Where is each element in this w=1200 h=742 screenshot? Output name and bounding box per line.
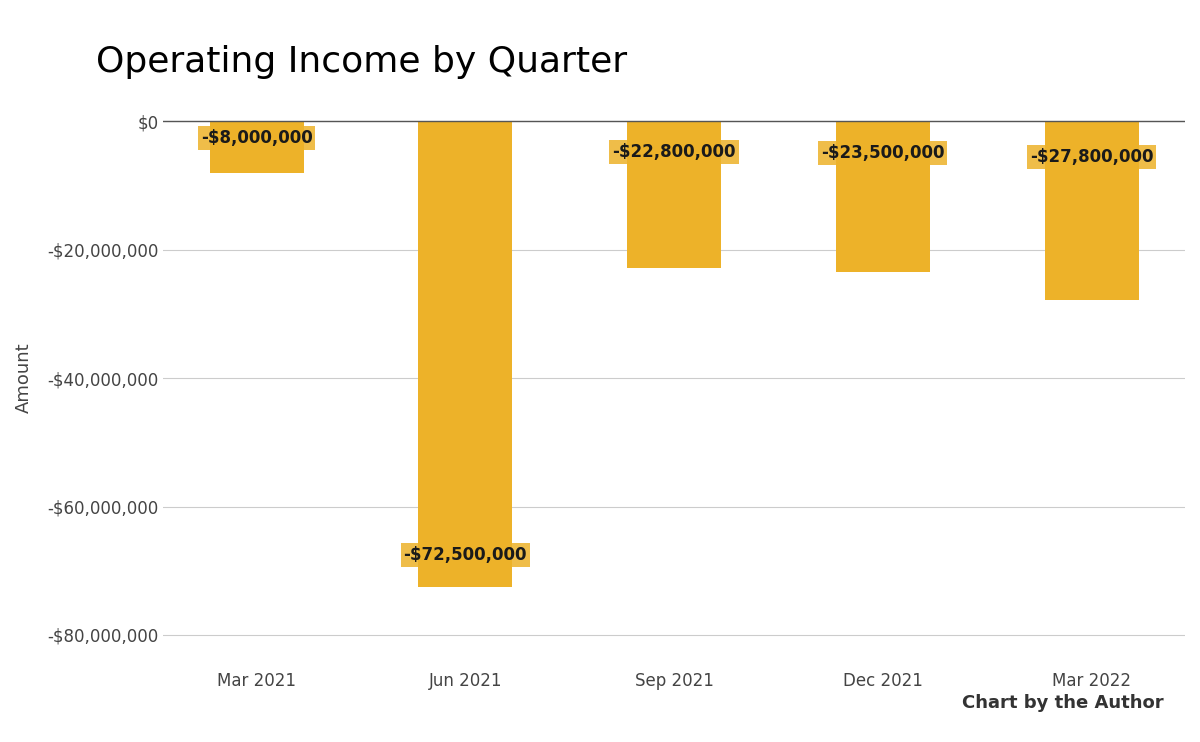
Bar xyxy=(1045,121,1139,300)
Text: -$8,000,000: -$8,000,000 xyxy=(200,129,312,147)
Text: Chart by the Author: Chart by the Author xyxy=(962,695,1164,712)
Text: -$27,800,000: -$27,800,000 xyxy=(1030,148,1153,166)
Bar xyxy=(628,121,721,268)
Text: -$72,500,000: -$72,500,000 xyxy=(403,546,527,565)
Text: -$23,500,000: -$23,500,000 xyxy=(821,144,944,162)
Bar xyxy=(210,121,304,173)
Text: -$22,800,000: -$22,800,000 xyxy=(612,143,736,161)
Text: Operating Income by Quarter: Operating Income by Quarter xyxy=(96,45,628,79)
Y-axis label: Amount: Amount xyxy=(16,343,34,413)
Bar xyxy=(836,121,930,272)
Bar xyxy=(419,121,512,587)
